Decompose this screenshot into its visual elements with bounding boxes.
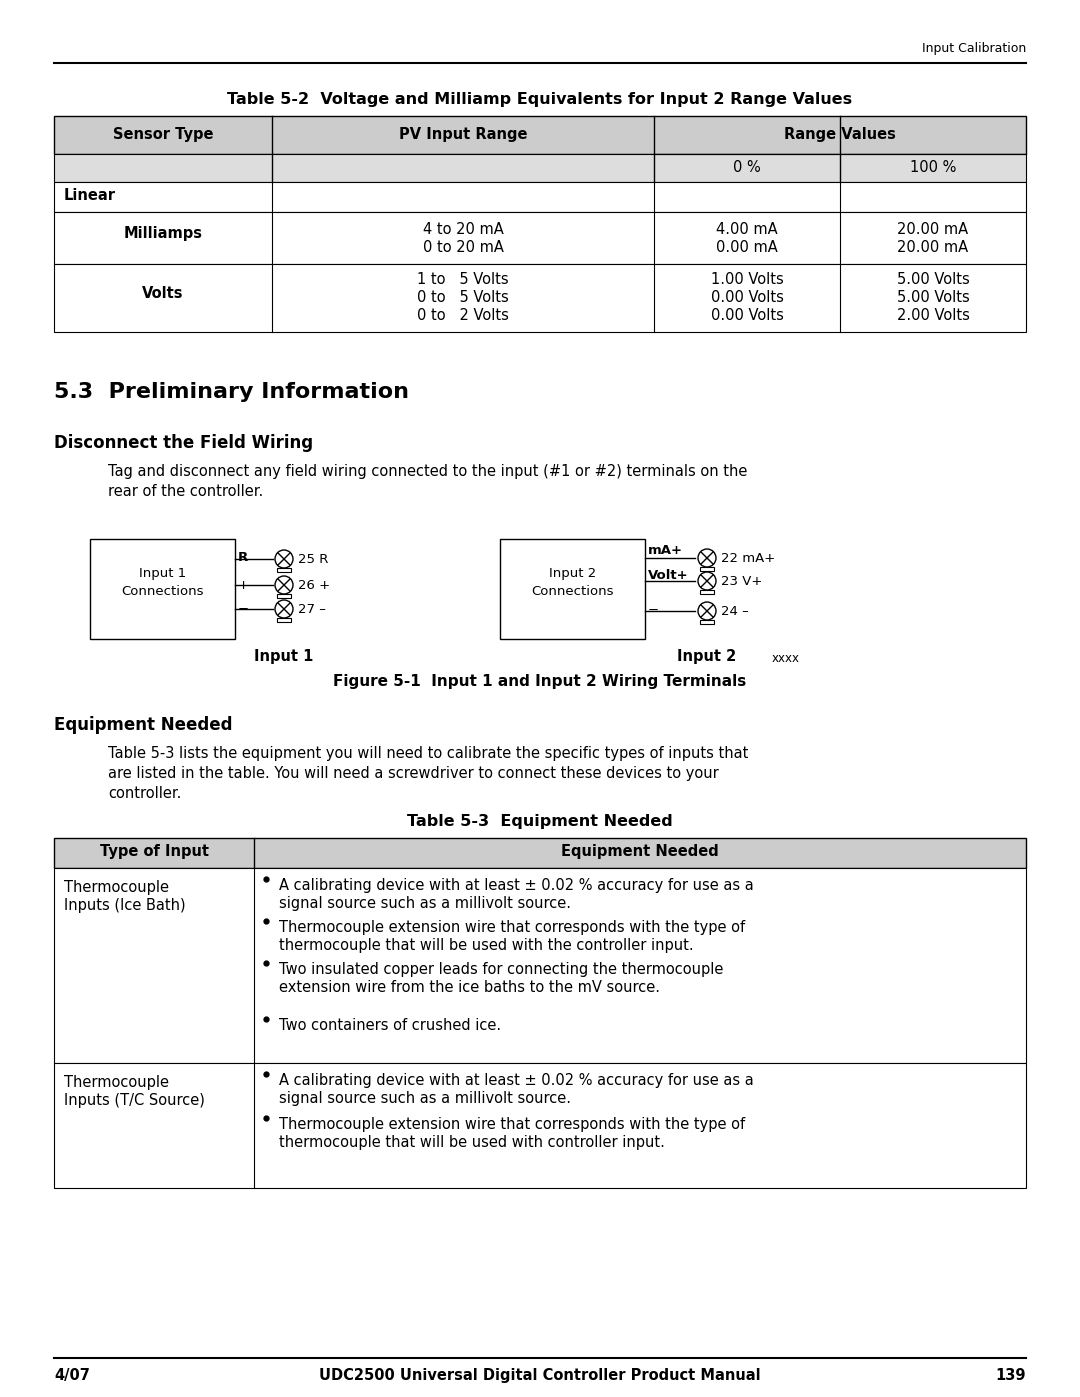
Text: Input 2: Input 2: [677, 650, 737, 664]
Text: rear of the controller.: rear of the controller.: [108, 483, 264, 499]
Text: xxxx: xxxx: [772, 652, 800, 665]
Text: 4/07: 4/07: [54, 1368, 90, 1383]
Bar: [700, 620, 714, 624]
Text: Input Calibration: Input Calibration: [921, 42, 1026, 54]
Text: 22 mA+: 22 mA+: [721, 552, 775, 564]
Text: 139: 139: [996, 1368, 1026, 1383]
Text: 5.3  Preliminary Information: 5.3 Preliminary Information: [54, 381, 409, 402]
Text: Milliamps: Milliamps: [123, 226, 203, 242]
Bar: [90, 539, 235, 638]
Text: Inputs (T/C Source): Inputs (T/C Source): [64, 1092, 205, 1108]
Text: Volts: Volts: [143, 286, 184, 300]
Text: 0.00 Volts: 0.00 Volts: [711, 291, 783, 305]
Text: 26 +: 26 +: [298, 578, 330, 592]
Bar: [500, 539, 645, 638]
Text: Range Values: Range Values: [784, 127, 896, 142]
Text: Thermocouple: Thermocouple: [64, 1076, 168, 1090]
Bar: [54, 264, 1026, 332]
Text: 0 to   2 Volts: 0 to 2 Volts: [417, 307, 509, 323]
Text: Thermocouple: Thermocouple: [64, 880, 168, 895]
Text: controller.: controller.: [108, 787, 181, 800]
Text: Linear: Linear: [64, 189, 116, 203]
Text: Table 5-2  Voltage and Milliamp Equivalents for Input 2 Range Values: Table 5-2 Voltage and Milliamp Equivalen…: [228, 92, 852, 108]
Text: 2.00 Volts: 2.00 Volts: [896, 307, 970, 323]
Bar: [54, 116, 1026, 154]
Text: 5.00 Volts: 5.00 Volts: [896, 272, 970, 286]
Text: 20.00 mA: 20.00 mA: [897, 222, 969, 237]
Circle shape: [698, 602, 716, 620]
Text: 0 to   5 Volts: 0 to 5 Volts: [417, 291, 509, 305]
Text: 25 R: 25 R: [298, 553, 328, 566]
Circle shape: [698, 571, 716, 590]
Text: Equipment Needed: Equipment Needed: [562, 844, 719, 859]
Text: Thermocouple extension wire that corresponds with the type of: Thermocouple extension wire that corresp…: [279, 921, 745, 935]
Bar: [54, 868, 1026, 1063]
Text: +: +: [238, 578, 249, 592]
Text: signal source such as a millivolt source.: signal source such as a millivolt source…: [279, 895, 571, 911]
Text: 27 –: 27 –: [298, 604, 326, 616]
Bar: [54, 838, 1026, 868]
Text: 0 %: 0 %: [733, 161, 761, 176]
Bar: [700, 590, 714, 594]
Text: UDC2500 Universal Digital Controller Product Manual: UDC2500 Universal Digital Controller Pro…: [320, 1368, 760, 1383]
Text: Disconnect the Field Wiring: Disconnect the Field Wiring: [54, 434, 313, 453]
Text: Inputs (Ice Bath): Inputs (Ice Bath): [64, 898, 186, 914]
Bar: [276, 569, 292, 571]
Circle shape: [275, 599, 293, 617]
Text: Table 5-3 lists the equipment you will need to calibrate the specific types of i: Table 5-3 lists the equipment you will n…: [108, 746, 748, 761]
Bar: [54, 212, 1026, 264]
Text: 5.00 Volts: 5.00 Volts: [896, 291, 970, 305]
Text: 20.00 mA: 20.00 mA: [897, 240, 969, 256]
Text: are listed in the table. You will need a screwdriver to connect these devices to: are listed in the table. You will need a…: [108, 766, 719, 781]
Text: Sensor Type: Sensor Type: [112, 127, 213, 142]
Text: Equipment Needed: Equipment Needed: [54, 717, 232, 733]
Bar: [276, 617, 292, 622]
Circle shape: [275, 550, 293, 569]
Text: mA+: mA+: [648, 543, 683, 557]
Text: Table 5-3  Equipment Needed: Table 5-3 Equipment Needed: [407, 814, 673, 828]
Text: Two containers of crushed ice.: Two containers of crushed ice.: [279, 1018, 501, 1032]
Text: thermocouple that will be used with controller input.: thermocouple that will be used with cont…: [279, 1134, 665, 1150]
Text: 23 V+: 23 V+: [721, 576, 762, 588]
Bar: [54, 1063, 1026, 1187]
Text: −: −: [648, 604, 659, 617]
Text: signal source such as a millivolt source.: signal source such as a millivolt source…: [279, 1091, 571, 1106]
Text: R: R: [238, 550, 248, 564]
Text: PV Input Range: PV Input Range: [399, 127, 527, 142]
Text: Input 1: Input 1: [139, 567, 186, 580]
Text: 1 to   5 Volts: 1 to 5 Volts: [417, 272, 509, 286]
Text: Two insulated copper leads for connecting the thermocouple: Two insulated copper leads for connectin…: [279, 963, 724, 977]
Text: A calibrating device with at least ± 0.02 % accuracy for use as a: A calibrating device with at least ± 0.0…: [279, 1073, 754, 1088]
Text: 0 to 20 mA: 0 to 20 mA: [422, 240, 503, 256]
Bar: [54, 182, 1026, 212]
Bar: [54, 154, 1026, 182]
Text: 1.00 Volts: 1.00 Volts: [711, 272, 783, 286]
Text: Connections: Connections: [121, 585, 204, 598]
Text: Type of Input: Type of Input: [99, 844, 208, 859]
Text: −: −: [238, 604, 249, 616]
Text: 24 –: 24 –: [721, 605, 748, 617]
Text: Figure 5-1  Input 1 and Input 2 Wiring Terminals: Figure 5-1 Input 1 and Input 2 Wiring Te…: [334, 673, 746, 689]
Text: Volt+: Volt+: [648, 569, 689, 583]
Circle shape: [698, 549, 716, 567]
Text: Input 1: Input 1: [254, 650, 313, 664]
Text: 100 %: 100 %: [909, 161, 956, 176]
Text: 0.00 mA: 0.00 mA: [716, 240, 778, 256]
Circle shape: [275, 576, 293, 594]
Text: A calibrating device with at least ± 0.02 % accuracy for use as a: A calibrating device with at least ± 0.0…: [279, 877, 754, 893]
Text: thermocouple that will be used with the controller input.: thermocouple that will be used with the …: [279, 937, 693, 953]
Bar: [700, 567, 714, 571]
Text: Tag and disconnect any field wiring connected to the input (#1 or #2) terminals : Tag and disconnect any field wiring conn…: [108, 464, 747, 479]
Text: Thermocouple extension wire that corresponds with the type of: Thermocouple extension wire that corresp…: [279, 1118, 745, 1132]
Text: Connections: Connections: [531, 585, 613, 598]
Bar: [276, 594, 292, 598]
Text: 0.00 Volts: 0.00 Volts: [711, 307, 783, 323]
Text: 4.00 mA: 4.00 mA: [716, 222, 778, 237]
Text: extension wire from the ice baths to the mV source.: extension wire from the ice baths to the…: [279, 981, 660, 995]
Text: 4 to 20 mA: 4 to 20 mA: [422, 222, 503, 237]
Text: Input 2: Input 2: [549, 567, 596, 580]
